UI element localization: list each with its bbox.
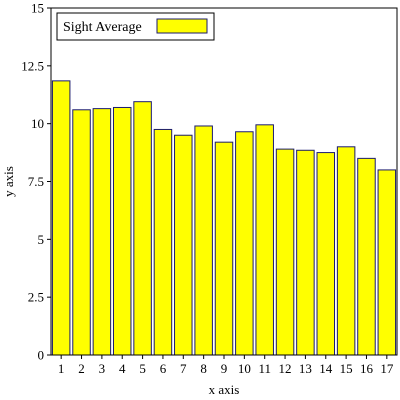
x-axis: 1 2 3 4 5 6 7 8 9 10 11 12 13 14 15 16 17: [58, 355, 394, 376]
bar-8: [194, 125, 213, 356]
y-tick-label-10: 10: [31, 116, 44, 131]
x-tick-label-12: 12: [279, 361, 292, 376]
bar-1: [51, 80, 71, 356]
bar-9: [214, 141, 234, 356]
y-tick-label-7.5: 7.5: [28, 174, 44, 189]
bar-2: [72, 109, 91, 356]
x-tick-label-8: 8: [200, 361, 207, 376]
bar-11: [255, 124, 274, 356]
y-axis-label: y axis: [1, 166, 16, 197]
x-tick-label-2: 2: [78, 361, 85, 376]
x-tick-label-3: 3: [99, 361, 106, 376]
y-tick-label-12.5: 12.5: [21, 58, 44, 73]
bar-6: [153, 128, 173, 356]
x-tick-label-11: 11: [258, 361, 271, 376]
x-tick-label-17: 17: [380, 361, 394, 376]
bar-4: [112, 106, 132, 356]
x-tick-label-1: 1: [58, 361, 65, 376]
y-tick-label-0: 0: [38, 348, 45, 363]
x-tick-label-5: 5: [139, 361, 146, 376]
y-tick-label-2.5: 2.5: [28, 290, 44, 305]
bar-3: [92, 108, 112, 356]
x-tick-label-10: 10: [238, 361, 251, 376]
x-tick-label-15: 15: [340, 361, 353, 376]
x-tick-label-9: 9: [221, 361, 228, 376]
bar-13: [296, 149, 315, 356]
legend: Sight Average: [56, 12, 215, 41]
y-tick-label-5: 5: [38, 232, 45, 247]
x-tick-label-7: 7: [180, 361, 187, 376]
x-tick-label-4: 4: [119, 361, 126, 376]
legend-swatch: [156, 18, 208, 34]
x-tick-label-13: 13: [299, 361, 312, 376]
bars-group: [51, 80, 397, 356]
legend-label: Sight Average: [63, 20, 142, 35]
bar-7: [174, 134, 193, 356]
bar-10: [235, 131, 254, 356]
x-axis-label: x axis: [209, 382, 240, 397]
bar-12: [275, 148, 295, 356]
x-tick-label-14: 14: [319, 361, 333, 376]
x-tick-label-16: 16: [360, 361, 374, 376]
bar-15: [336, 146, 356, 356]
y-tick-label-15: 15: [31, 1, 44, 16]
x-tick-label-6: 6: [160, 361, 167, 376]
bar-5: [133, 101, 152, 356]
bar-16: [357, 157, 376, 356]
bar-17: [377, 169, 397, 356]
bar-14: [316, 152, 336, 356]
y-axis: 0 2.5 5 7.5 10 12.5 15: [21, 1, 51, 363]
